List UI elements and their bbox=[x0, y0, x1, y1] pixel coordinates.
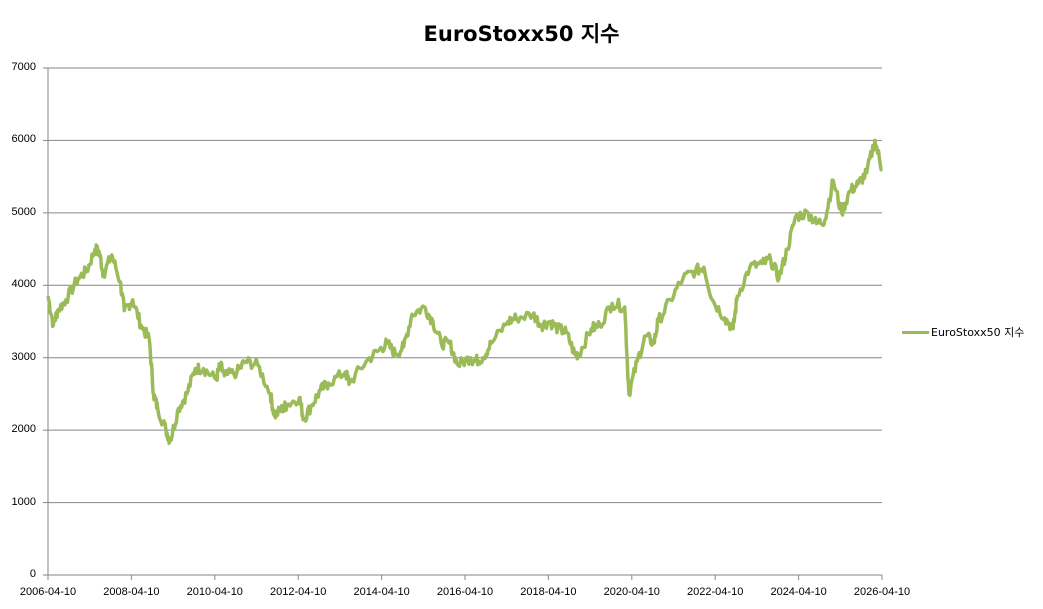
x-tick-label: 2024-04-10 bbox=[770, 586, 827, 598]
y-tick-label: 2000 bbox=[11, 423, 36, 436]
x-tick-label: 2010-04-10 bbox=[186, 586, 243, 598]
y-tick-label: 5000 bbox=[11, 205, 36, 218]
legend-line-swatch-icon bbox=[902, 330, 929, 334]
series-line bbox=[46, 138, 883, 446]
x-tick-label: 2018-04-10 bbox=[520, 586, 577, 598]
x-tick-label: 2014-04-10 bbox=[353, 586, 410, 598]
x-tick-label: 2008-04-10 bbox=[103, 586, 160, 598]
x-tick-label: 2020-04-10 bbox=[603, 586, 660, 598]
x-tick-label: 2026-04-10 bbox=[853, 586, 911, 598]
y-tick-label: 4000 bbox=[11, 278, 36, 291]
y-tick-label: 1000 bbox=[11, 495, 36, 508]
x-tick-label: 2016-04-10 bbox=[436, 586, 494, 598]
y-tick-label: 7000 bbox=[11, 61, 36, 73]
y-tick-label: 3000 bbox=[11, 350, 36, 363]
legend: EuroStoxx50 지수 bbox=[902, 324, 1024, 340]
x-tick-label: 2012-04-10 bbox=[270, 586, 327, 598]
y-tick-label: 6000 bbox=[11, 133, 36, 146]
legend-label: EuroStoxx50 지수 bbox=[931, 326, 1025, 339]
x-tick-label: 2006-04-10 bbox=[19, 586, 77, 598]
y-tick-label: 0 bbox=[29, 568, 36, 580]
chart-title: EuroStoxx50 지수 bbox=[423, 22, 620, 46]
x-tick-label: 2022-04-10 bbox=[687, 586, 744, 598]
